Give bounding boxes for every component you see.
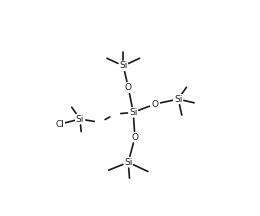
- Text: Si: Si: [174, 95, 182, 104]
- Text: O: O: [125, 83, 132, 92]
- Text: Si: Si: [119, 61, 127, 70]
- Text: Si: Si: [76, 114, 84, 124]
- Text: O: O: [151, 100, 158, 109]
- Text: O: O: [131, 133, 138, 142]
- Text: Cl: Cl: [56, 119, 64, 129]
- Text: Si: Si: [124, 158, 132, 167]
- Text: Si: Si: [129, 108, 138, 117]
